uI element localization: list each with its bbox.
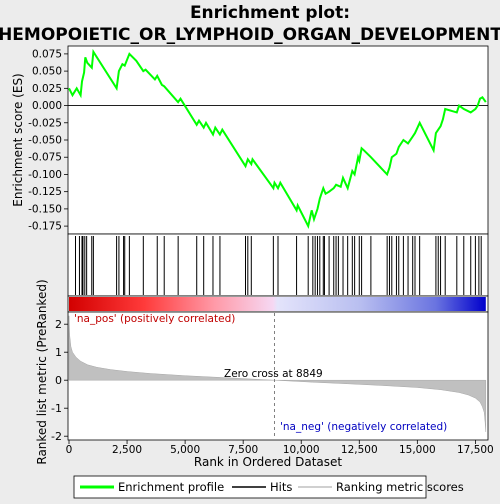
rank-x-axis: 0 2,500 5,000 7,500 10,000 12,500 15,000 17,500 <box>66 440 494 456</box>
chart-title-line2: HEMOPOIETIC_OR_LYMPHOID_ORGAN_DEVELOPMEN… <box>0 25 500 45</box>
es-y-axis-label: Enrichment score (ES) <box>11 73 25 206</box>
x-tick-label: 7,500 <box>228 444 258 456</box>
es-ytick-label: 0.075 <box>32 48 62 60</box>
es-ytick-label: -0.175 <box>28 221 62 233</box>
x-tick-label: 5,000 <box>170 444 200 456</box>
x-tick-label: 17,500 <box>457 444 494 456</box>
rank-y-axis: 2 1 0 -1 -2 <box>51 318 68 443</box>
rank-ytick-label: -2 <box>51 430 62 443</box>
pos-label: 'na_pos' (positively correlated) <box>74 313 235 325</box>
legend-hits-label: Hits <box>270 480 292 494</box>
x-tick-label: 10,000 <box>283 444 320 456</box>
rank-ytick-label: -1 <box>51 402 62 415</box>
neg-label: 'na_neg' (negatively correlated) <box>280 421 447 433</box>
legend-enrichment-label: Enrichment profile <box>118 480 224 494</box>
hits-markers <box>75 236 482 295</box>
x-tick-label: 0 <box>66 444 73 456</box>
es-ytick-label: 0.050 <box>32 66 62 78</box>
ranking-metric-area <box>68 315 487 433</box>
rank-ytick-label: 1 <box>55 346 62 359</box>
rank-color-bar <box>69 297 486 311</box>
rank-ytick-label: 2 <box>55 318 62 331</box>
rank-y-axis-label: Ranked list metric (PreRanked) <box>35 279 49 464</box>
legend-ranking-label: Ranking metric scores <box>336 480 464 494</box>
es-ytick-label: -0.100 <box>28 169 62 181</box>
es-ytick-label: -0.050 <box>28 135 62 147</box>
es-ytick-label: -0.125 <box>28 186 62 198</box>
x-tick-label: 2,500 <box>112 444 142 456</box>
enrichment-profile-line <box>68 48 487 230</box>
rank-ytick-label: 0 <box>55 374 62 387</box>
es-ytick-label: -0.075 <box>28 152 62 164</box>
chart-title-line1: Enrichment plot: <box>190 3 350 23</box>
es-ytick-label: 0.025 <box>32 83 62 95</box>
x-axis-label: Rank in Ordered Dataset <box>194 455 342 469</box>
es-panel <box>67 45 489 235</box>
es-y-axis: 0.075 0.050 0.025 0.000 -0.025 -0.050 -0.075 -0… <box>28 48 68 233</box>
x-tick-label: 15,000 <box>399 444 436 456</box>
es-ytick-label: -0.025 <box>28 117 62 129</box>
zero-cross-label: Zero cross at 8849 <box>224 368 323 380</box>
es-ytick-label: -0.150 <box>28 203 62 215</box>
es-ytick-label: 0.000 <box>32 100 62 112</box>
x-tick-label: 12,500 <box>341 444 378 456</box>
